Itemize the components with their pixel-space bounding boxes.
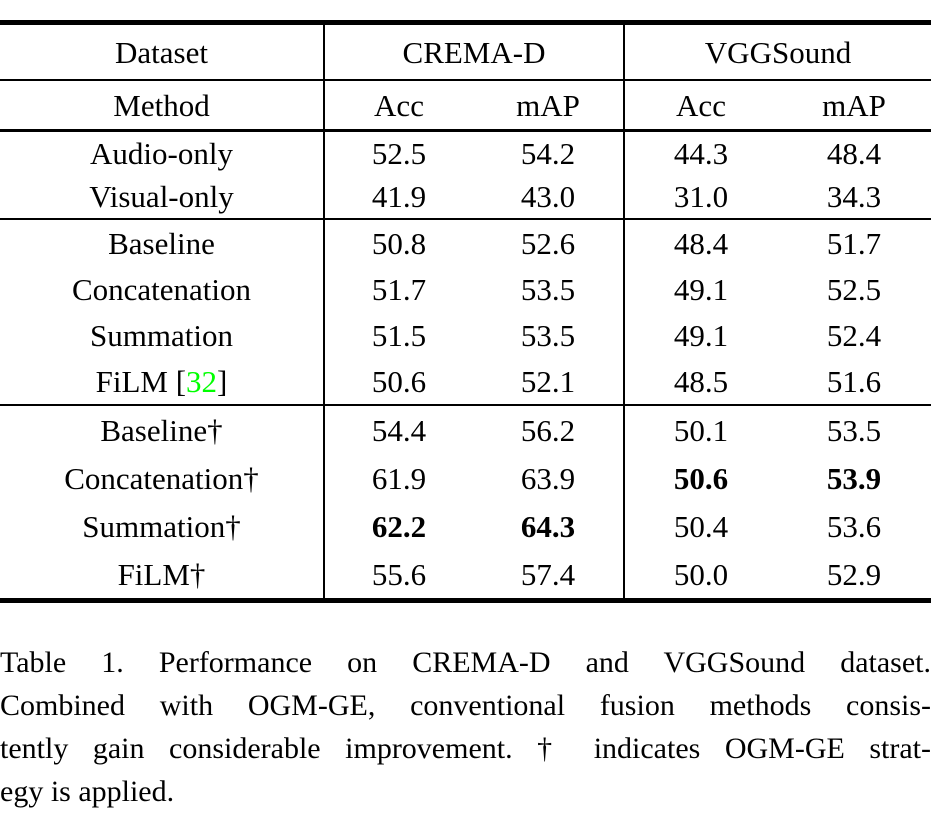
value-cell: 52.5 <box>826 271 882 307</box>
method-cell: Concatenation <box>71 271 252 307</box>
value-cell: 53.5 <box>520 317 576 353</box>
bottom-rule <box>0 598 931 603</box>
table-header-row-datasets: Dataset CREMA-D VGGSound <box>0 25 931 79</box>
method-cell: Baseline <box>108 225 215 261</box>
value-cell: 54.2 <box>520 136 576 171</box>
value-cell: 49.1 <box>623 266 777 312</box>
value-cell: 34.3 <box>826 179 882 214</box>
caption-line: Table 1. Performance on CREMA-D and VGGS… <box>0 646 931 679</box>
method-cell: Summation <box>90 317 233 353</box>
value-cell: 63.9 <box>520 460 576 496</box>
header-vggsound: VGGSound <box>623 25 931 79</box>
value-cell: 44.3 <box>623 132 777 175</box>
value-cell: 52.5 <box>323 132 473 175</box>
header-divider-rule <box>0 79 931 81</box>
value-cell: 54.4 <box>323 406 473 454</box>
value-cell: 31.0 <box>623 175 777 218</box>
value-cell: 64.3 <box>520 508 576 544</box>
table-row: Summation† 62.2 64.3 50.4 53.6 <box>0 502 931 550</box>
method-cell: Visual-only <box>89 179 234 214</box>
top-rule <box>0 20 931 25</box>
table-row: Concatenation† 61.9 63.9 50.6 53.9 <box>0 454 931 502</box>
caption-line: egy is applied. <box>0 775 175 808</box>
value-cell: 43.0 <box>520 179 576 214</box>
value-cell: 51.7 <box>826 225 882 261</box>
header-map-vgg: mAP <box>822 87 886 123</box>
value-cell: 61.9 <box>323 454 473 502</box>
group-divider-rule <box>0 404 931 406</box>
method-cell: Baseline† <box>100 412 223 448</box>
value-cell: 53.5 <box>826 412 882 448</box>
value-cell: 57.4 <box>520 556 576 592</box>
value-cell: 50.6 <box>623 454 777 502</box>
table-caption: Table 1. Performance on CREMA-D and VGGS… <box>0 641 931 813</box>
value-cell: 52.1 <box>520 363 576 399</box>
value-cell: 50.8 <box>323 220 473 266</box>
method-cell: Summation† <box>82 508 241 544</box>
table-row: Audio-only 52.5 54.2 44.3 48.4 <box>0 132 931 175</box>
table-row: FiLM† 55.6 57.4 50.0 52.9 <box>0 550 931 598</box>
value-cell: 48.5 <box>623 358 777 404</box>
header-bottom-rule <box>0 129 931 132</box>
value-cell: 48.4 <box>826 136 882 171</box>
caption-line: Combined with OGM-GE, conventional fusio… <box>0 689 931 722</box>
method-cell: FiLM† <box>117 556 206 592</box>
method-label: FiLM [ <box>95 363 187 399</box>
value-cell: 51.7 <box>323 266 473 312</box>
value-cell: 52.4 <box>826 317 882 353</box>
header-dataset: Dataset <box>115 34 208 70</box>
table-row: Summation 51.5 53.5 49.1 52.4 <box>0 312 931 358</box>
citation-link[interactable]: 32 <box>186 363 218 399</box>
header-map-crema: mAP <box>516 87 580 123</box>
table-row: Baseline† 54.4 56.2 50.1 53.5 <box>0 406 931 454</box>
value-cell: 55.6 <box>323 550 473 598</box>
value-cell: 51.5 <box>323 312 473 358</box>
value-cell: 51.6 <box>826 363 882 399</box>
value-cell: 50.0 <box>623 550 777 598</box>
value-cell: 53.5 <box>520 271 576 307</box>
value-cell: 41.9 <box>323 175 473 218</box>
value-cell: 50.6 <box>323 358 473 404</box>
value-cell: 52.6 <box>520 225 576 261</box>
header-acc-crema: Acc <box>323 81 473 129</box>
method-cell: FiLM [32] <box>0 358 323 404</box>
value-cell: 52.9 <box>826 556 882 592</box>
table-header-row-metrics: Method Acc mAP Acc mAP <box>0 81 931 129</box>
table-row: Concatenation 51.7 53.5 49.1 52.5 <box>0 266 931 312</box>
header-acc-vgg: Acc <box>623 81 777 129</box>
table-row: FiLM [32] 50.6 52.1 48.5 51.6 <box>0 358 931 404</box>
header-crema-d: CREMA-D <box>323 25 623 79</box>
table-row: Baseline 50.8 52.6 48.4 51.7 <box>0 220 931 266</box>
results-table: Dataset CREMA-D VGGSound Method Acc mAP … <box>0 20 931 603</box>
value-cell: 50.1 <box>623 406 777 454</box>
value-cell: 62.2 <box>323 502 473 550</box>
table-row: Visual-only 41.9 43.0 31.0 34.3 <box>0 175 931 218</box>
method-cell: Concatenation† <box>64 460 259 496</box>
value-cell: 48.4 <box>623 220 777 266</box>
value-cell: 50.4 <box>623 502 777 550</box>
group-divider-rule <box>0 218 931 220</box>
method-cell: Audio-only <box>90 136 233 171</box>
value-cell: 53.6 <box>826 508 882 544</box>
caption-line: tently gain considerable improvement. † … <box>0 732 931 765</box>
value-cell: 56.2 <box>520 412 576 448</box>
method-label: ] <box>217 363 228 399</box>
header-method: Method <box>113 87 210 123</box>
value-cell: 53.9 <box>826 460 882 496</box>
value-cell: 49.1 <box>623 312 777 358</box>
